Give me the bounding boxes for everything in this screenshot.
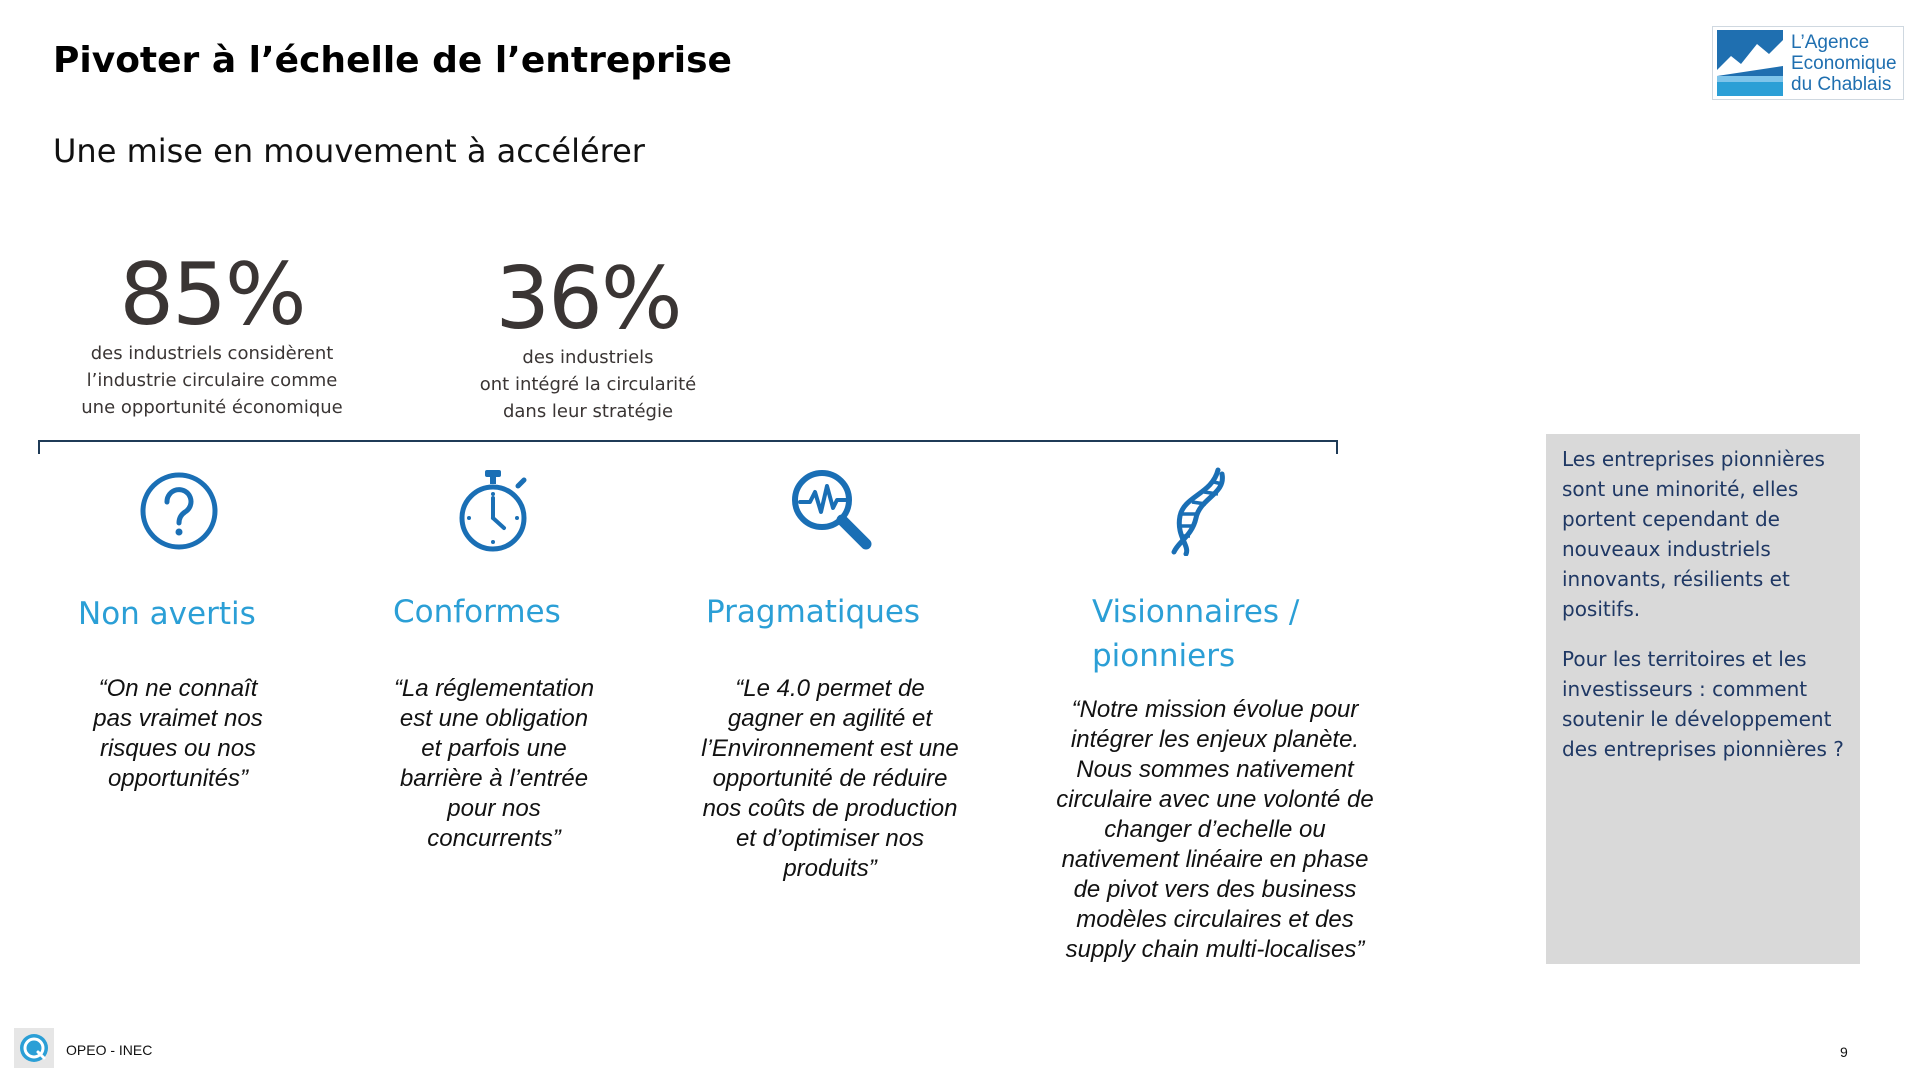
sidebar-line: nouveaux industriels [1562,537,1771,561]
page-title: Pivoter à l’échelle de l’entreprise [53,40,732,81]
magnifier-pulse-icon [786,464,876,554]
sidebar-line: sont une minorité, elles [1562,477,1799,501]
quote-line: risques ou nos [99,735,257,762]
stat-desc-line: dans leur stratégie [502,401,674,422]
quote-line: et d’optimiser nos [735,825,925,852]
category-name-line: pionniers [1092,638,1236,674]
quote-line: opportunité de réduire [712,765,948,792]
quote-visionnaires: “Notre mission évolue pour intégrer les … [1040,695,1390,965]
quote-pragmatiques: “Le 4.0 permet de gagner en agilité et l… [680,674,980,884]
quote-line: “On ne connaît [98,675,258,702]
quote-line: circulaire avec une volonté de [1056,786,1374,813]
stat-desc-line: ont intégré la circularité [479,374,697,395]
quote-line: de pivot vers des business [1073,876,1357,903]
category-visionnaires: Visionnaires / pionniers [1092,590,1299,678]
quote-line: nos coûts de production [702,795,958,822]
stat-desc-line: des industriels [522,347,654,368]
stat-desc-line: une opportunité économique [81,397,343,418]
dna-icon [1156,466,1246,557]
quote-line: opportunités” [107,765,249,792]
sidebar-line: positifs. [1562,597,1641,621]
stat-85: 85% des industriels considèrent l’indust… [62,250,362,421]
quote-line: l’Environnement est une [701,735,959,762]
sidebar-line: innovants, résilients et [1562,567,1790,591]
mountain-logo-icon [1717,30,1783,96]
page-number: 9 [1840,1044,1848,1060]
quote-conformes: “La réglementation est une obligation et… [364,674,624,854]
agency-logo: L’Agence Economique du Chablais [1712,26,1904,100]
category-conformes: Conformes [393,594,561,630]
stat-description: des industriels considèrent l’industrie … [62,340,362,421]
quote-line: “Notre mission évolue pour [1071,696,1359,723]
logo-line: L’Agence [1791,31,1870,53]
quote-line: pas vraimet nos [93,705,263,732]
quote-line: supply chain multi-localises” [1065,936,1365,963]
opeo-logo-icon [14,1028,54,1068]
segment-bracket [38,440,1338,454]
question-circle-icon [134,466,224,556]
stat-value: 85% [119,245,306,345]
category-non-avertis: Non avertis [78,596,256,632]
stat-36: 36% des industriels ont intégré la circu… [438,254,738,425]
stat-desc-line: l’industrie circulaire comme [86,370,338,391]
sidebar-line: investisseurs : comment [1562,677,1808,701]
quote-line: nativement linéaire en phase [1061,846,1369,873]
footer-org: OPEO - INEC [66,1042,153,1058]
sidebar-paragraph-2: Pour les territoires et les investisseur… [1562,644,1844,764]
quote-line: concurrents” [427,825,561,852]
logo-line: du Chablais [1791,73,1892,95]
logo-text: L’Agence Economique du Chablais [1791,32,1897,95]
page-subtitle: Une mise en mouvement à accélérer [53,132,645,170]
sidebar-line: Les entreprises pionnières [1562,447,1825,471]
sidebar-line: soutenir le développement [1562,707,1832,731]
quote-line: barrière à l’entrée [399,765,589,792]
category-name-line: Visionnaires / [1092,594,1300,630]
stat-value: 36% [495,249,682,349]
sidebar-paragraph-1: Les entreprises pionnières sont une mino… [1562,444,1844,624]
quote-line: “Le 4.0 permet de [735,675,925,702]
quote-line: est une obligation [399,705,589,732]
stat-description: des industriels ont intégré la circulari… [438,344,738,425]
quote-line: gagner en agilité et [727,705,933,732]
sidebar-line: portent cependant de [1562,507,1780,531]
quote-line: et parfois une [421,735,567,762]
quote-line: intégrer les enjeux planète. [1070,726,1360,753]
quote-line: Nous sommes nativement [1076,756,1354,783]
sidebar-line: Pour les territoires et les [1562,647,1807,671]
quote-line: modèles circulaires et des [1076,906,1354,933]
sidebar-callout: Les entreprises pionnières sont une mino… [1546,434,1860,964]
quote-line: “La réglementation [393,675,595,702]
quote-line: pour nos [447,795,541,822]
quote-line: produits” [783,855,877,882]
quote-line: changer d’echelle ou [1104,816,1326,843]
quote-non-avertis: “On ne connaît pas vraimet nos risques o… [58,674,298,794]
stopwatch-icon [448,466,538,556]
stat-desc-line: des industriels considèrent [90,343,334,364]
sidebar-line: des entreprises pionnières ? [1562,737,1844,761]
category-pragmatiques: Pragmatiques [706,594,921,630]
logo-line: Economique [1791,52,1897,74]
